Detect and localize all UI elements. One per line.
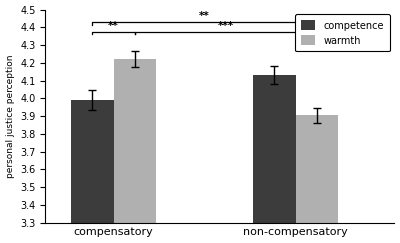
Bar: [114, 59, 156, 243]
Text: **: **: [108, 21, 119, 31]
Bar: [71, 100, 114, 243]
Text: **: **: [199, 11, 210, 21]
Y-axis label: personal justice perception: personal justice perception: [6, 54, 14, 178]
Bar: [253, 75, 296, 243]
Legend: competence, warmth: competence, warmth: [295, 14, 390, 52]
Bar: [296, 115, 338, 243]
Text: ***: ***: [218, 21, 234, 31]
